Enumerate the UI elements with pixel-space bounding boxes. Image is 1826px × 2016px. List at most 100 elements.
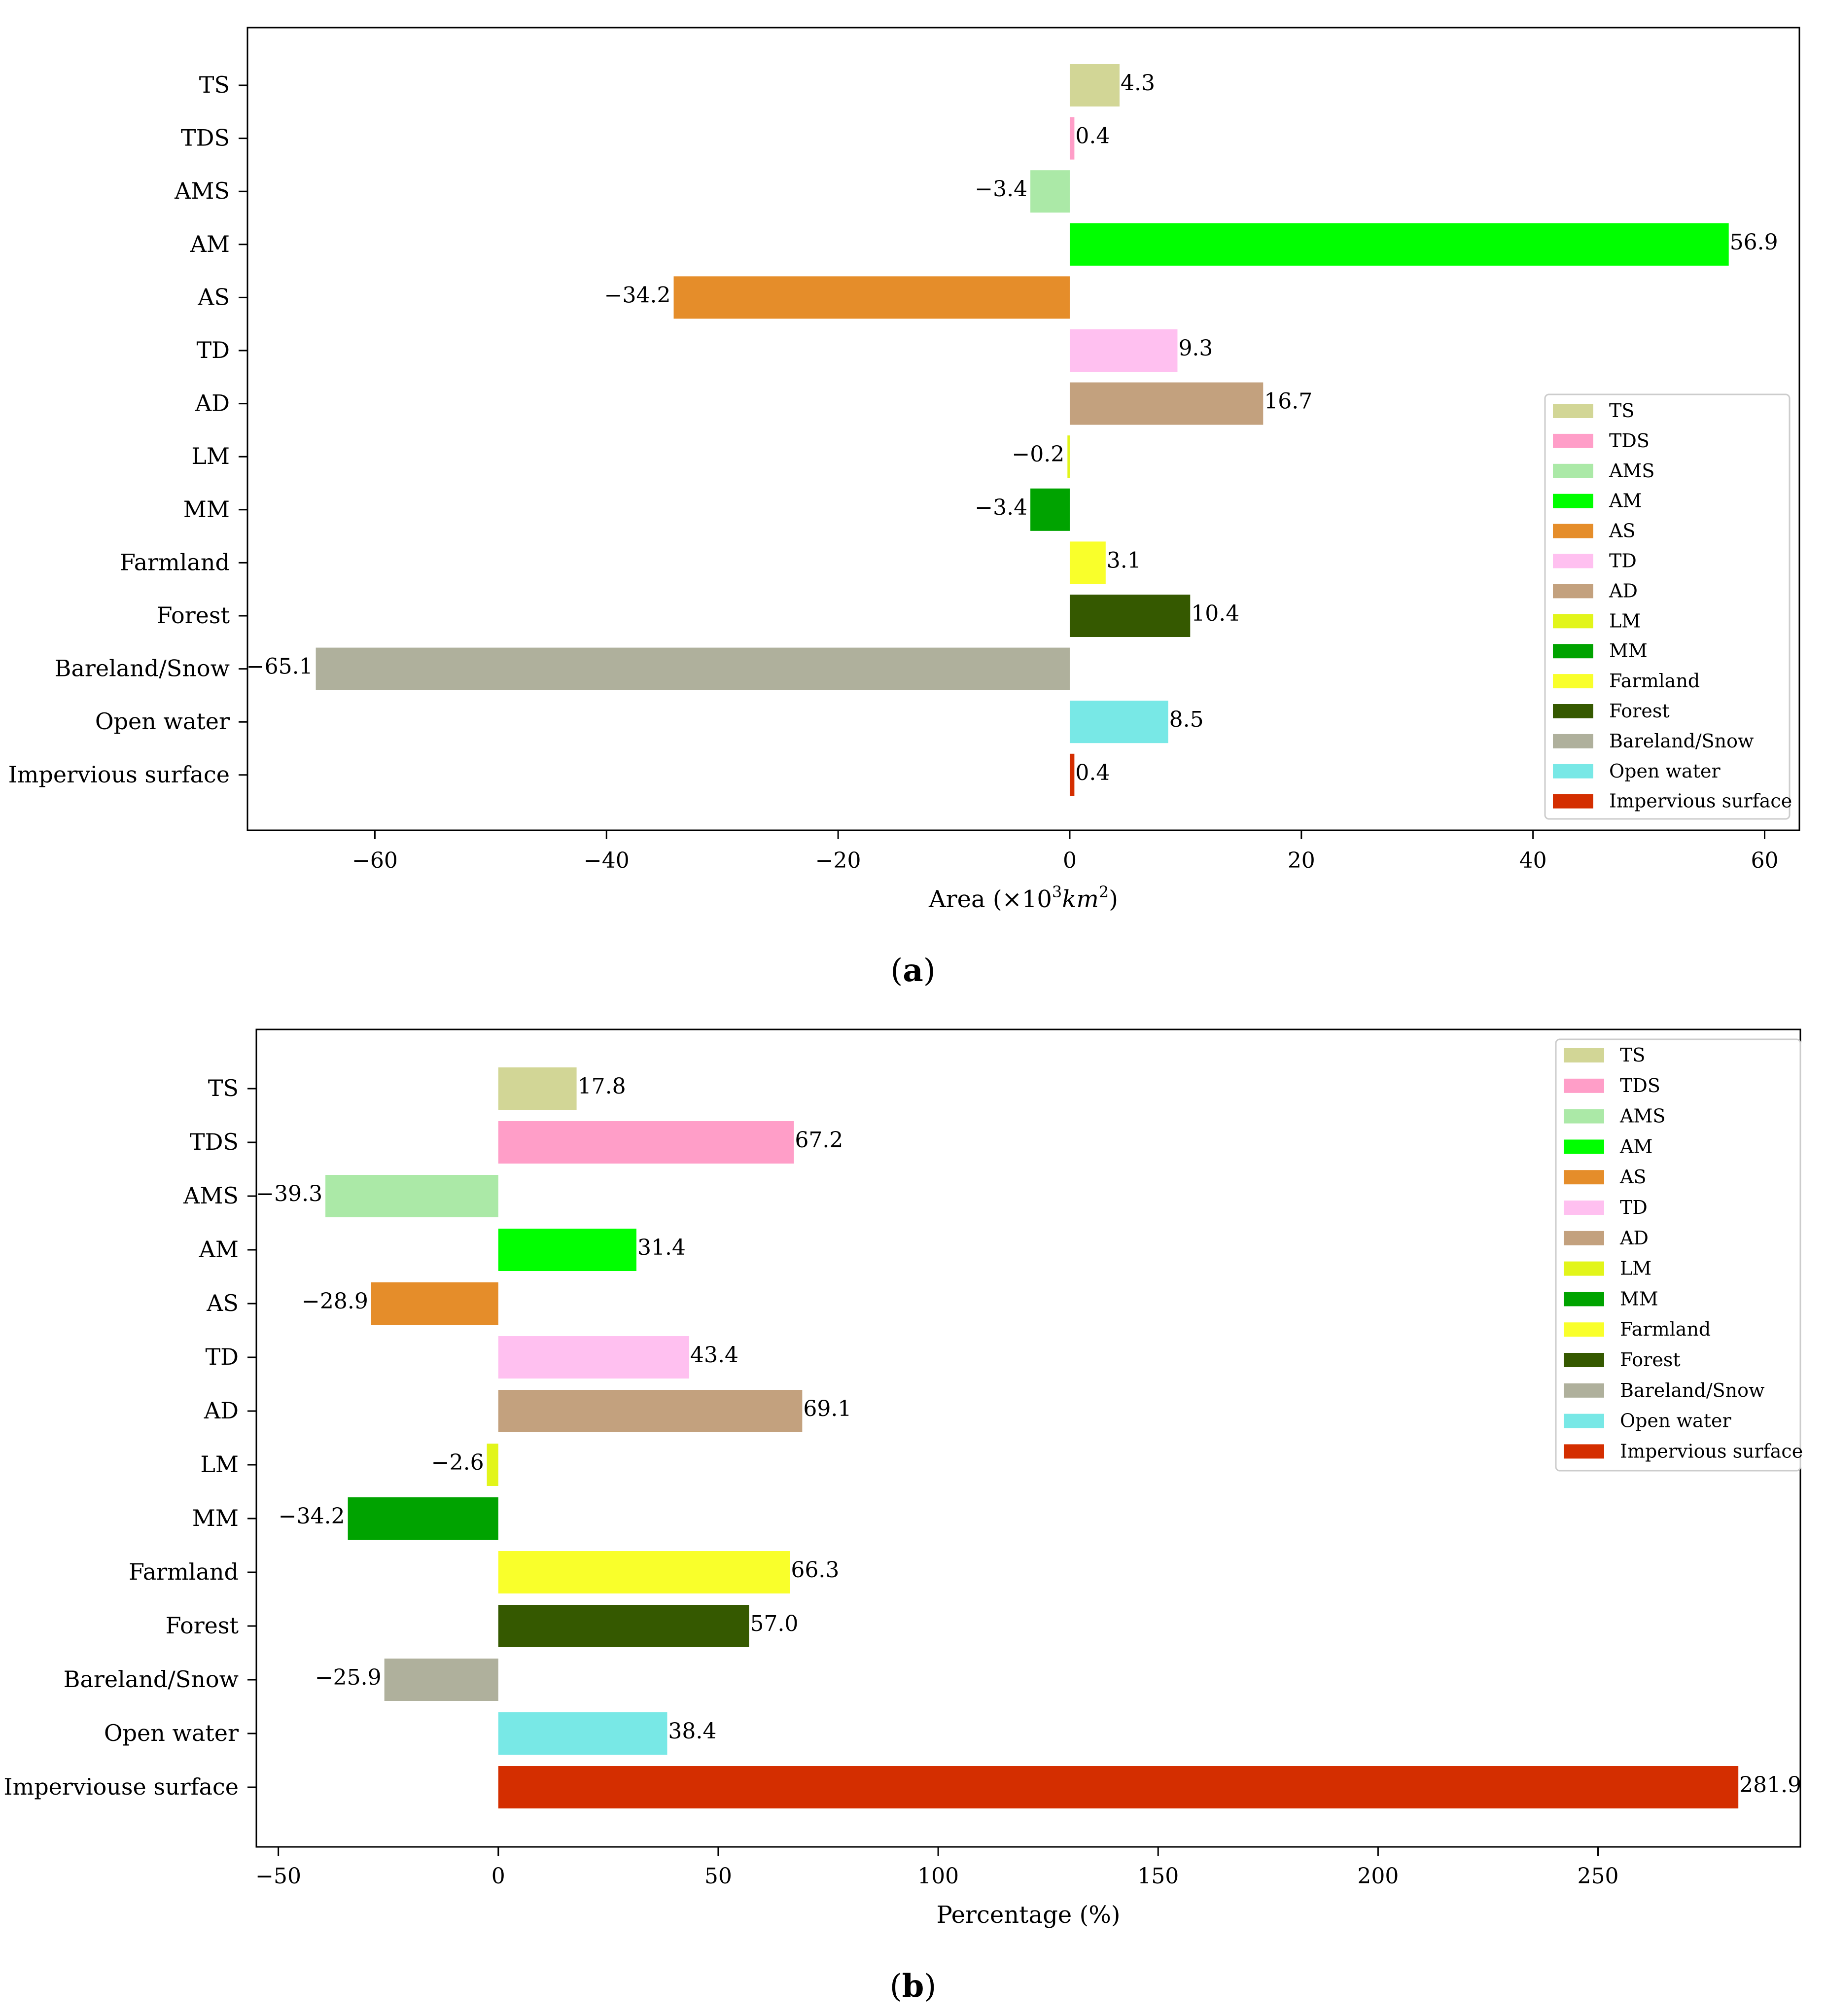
x-tick-label: −20 (815, 848, 861, 873)
data-label: 69.1 (803, 1396, 851, 1421)
legend-label: Impervious surface (1609, 790, 1792, 812)
category-label: AM (199, 1236, 239, 1263)
category-label: MM (183, 496, 230, 523)
x-axis-label-unit-exp: 2 (1099, 883, 1109, 901)
bar (1069, 541, 1106, 584)
x-tick-label: 0 (1063, 848, 1077, 873)
legend-label: TS (1609, 400, 1634, 422)
bar (1069, 223, 1729, 266)
category-label: TS (208, 1075, 239, 1101)
x-tick-label: 20 (1288, 848, 1315, 873)
category-label: TD (196, 337, 230, 363)
bar (498, 1551, 790, 1593)
legend-label: LM (1620, 1258, 1651, 1279)
legend-swatch (1553, 734, 1593, 748)
bar (1030, 488, 1070, 531)
panel-label: (a) (890, 952, 935, 989)
data-label: 56.9 (1730, 230, 1778, 255)
x-axis-label: Percentage (%) (936, 1901, 1120, 1929)
category-label: Bareland/Snow (64, 1666, 239, 1693)
panel-label-open: ( (890, 1968, 902, 2005)
legend-swatch (1553, 674, 1593, 689)
category-label: Forest (157, 602, 230, 629)
x-axis-label-suffix: ) (1109, 885, 1118, 913)
chart-panel-a: −60 −40 −20 0 20 40 60 TS 4.3 TDS 0.4 AMS −3.4 AM 56.9… (8, 27, 1800, 989)
legend-swatch (1553, 494, 1593, 508)
x-tick-label: −60 (352, 848, 398, 873)
bar (371, 1282, 498, 1325)
category-label: Imperviouse surface (3, 1773, 239, 1800)
legend-label: Farmland (1609, 670, 1700, 692)
data-label: 57.0 (750, 1611, 798, 1636)
bar (1069, 64, 1120, 106)
data-label: −39.3 (256, 1181, 322, 1206)
legend-swatch (1564, 1109, 1604, 1124)
bar (1069, 329, 1178, 372)
data-label: −25.9 (315, 1665, 382, 1690)
legend-swatch (1564, 1048, 1604, 1062)
x-axis-label-exp: 3 (1052, 883, 1062, 901)
panel-label: (b) (890, 1968, 937, 2005)
chart-panel-b: −50 0 50 100 150 200 250 TS 17.8 TDS 67.2 AMS −39.3 A… (3, 1028, 1803, 2005)
bar (1069, 382, 1264, 425)
data-label: 16.7 (1264, 389, 1312, 414)
x-axis-label-prefix: Area (×10 (928, 885, 1052, 913)
data-label: −34.2 (604, 283, 671, 308)
bar (1069, 753, 1075, 796)
category-label: Bareland/Snow (55, 655, 230, 682)
data-label: 281.9 (1739, 1772, 1801, 1798)
data-label: 17.8 (578, 1074, 626, 1099)
data-label: −3.4 (975, 177, 1027, 202)
legend-swatch (1553, 584, 1593, 599)
legend-swatch (1553, 764, 1593, 778)
legend-swatch (1553, 404, 1593, 418)
bar (316, 647, 1070, 690)
legend-swatch (1564, 1261, 1604, 1276)
category-label: AMS (174, 177, 230, 204)
x-tick-label: 200 (1357, 1864, 1399, 1889)
legend-label: Farmland (1620, 1318, 1711, 1340)
data-label: 67.2 (795, 1128, 843, 1153)
panel-label-letter: a (903, 952, 923, 989)
x-tick-label: 60 (1751, 848, 1779, 873)
bar (498, 1229, 636, 1271)
legend-swatch (1564, 1414, 1604, 1428)
legend-frame (1555, 1038, 1801, 1472)
bar (498, 1390, 803, 1432)
category-label: AS (197, 283, 230, 310)
legend-label: AMS (1619, 1105, 1665, 1127)
data-label: 10.4 (1191, 601, 1239, 626)
bar (498, 1336, 690, 1379)
data-label: 0.4 (1075, 760, 1110, 785)
x-tick-label: 40 (1519, 848, 1547, 873)
legend-label: Bareland/Snow (1609, 730, 1754, 752)
x-tick-label: 150 (1137, 1864, 1179, 1889)
data-label: −0.2 (1012, 442, 1064, 467)
category-label: TS (199, 71, 230, 98)
legend-label: TS (1620, 1044, 1645, 1066)
data-label: −34.2 (279, 1504, 345, 1529)
legend-label: MM (1620, 1288, 1658, 1309)
x-tick-label: 250 (1578, 1864, 1619, 1889)
panel-label-letter: b (902, 1968, 924, 2005)
legend-swatch (1553, 554, 1593, 568)
legend-swatch (1553, 644, 1593, 659)
legend-label: Open water (1609, 760, 1721, 782)
category-label: TD (205, 1344, 239, 1370)
x-tick-label: 50 (704, 1864, 732, 1889)
category-label: AM (190, 231, 230, 257)
legend-label: LM (1609, 610, 1641, 632)
category-label: LM (191, 443, 230, 469)
legend-label: TD (1609, 550, 1637, 572)
legend-swatch (1564, 1231, 1604, 1245)
legend-label: MM (1609, 640, 1648, 662)
category-label: Open water (95, 708, 230, 735)
data-label: 8.5 (1169, 707, 1204, 732)
bar (673, 276, 1070, 319)
x-axis-label-unit: km (1062, 885, 1099, 913)
data-label: 4.3 (1121, 71, 1155, 96)
x-tick-label: −40 (584, 848, 630, 873)
legend-swatch (1564, 1353, 1604, 1367)
bar (498, 1067, 577, 1110)
x-tick-label: −50 (255, 1864, 301, 1889)
